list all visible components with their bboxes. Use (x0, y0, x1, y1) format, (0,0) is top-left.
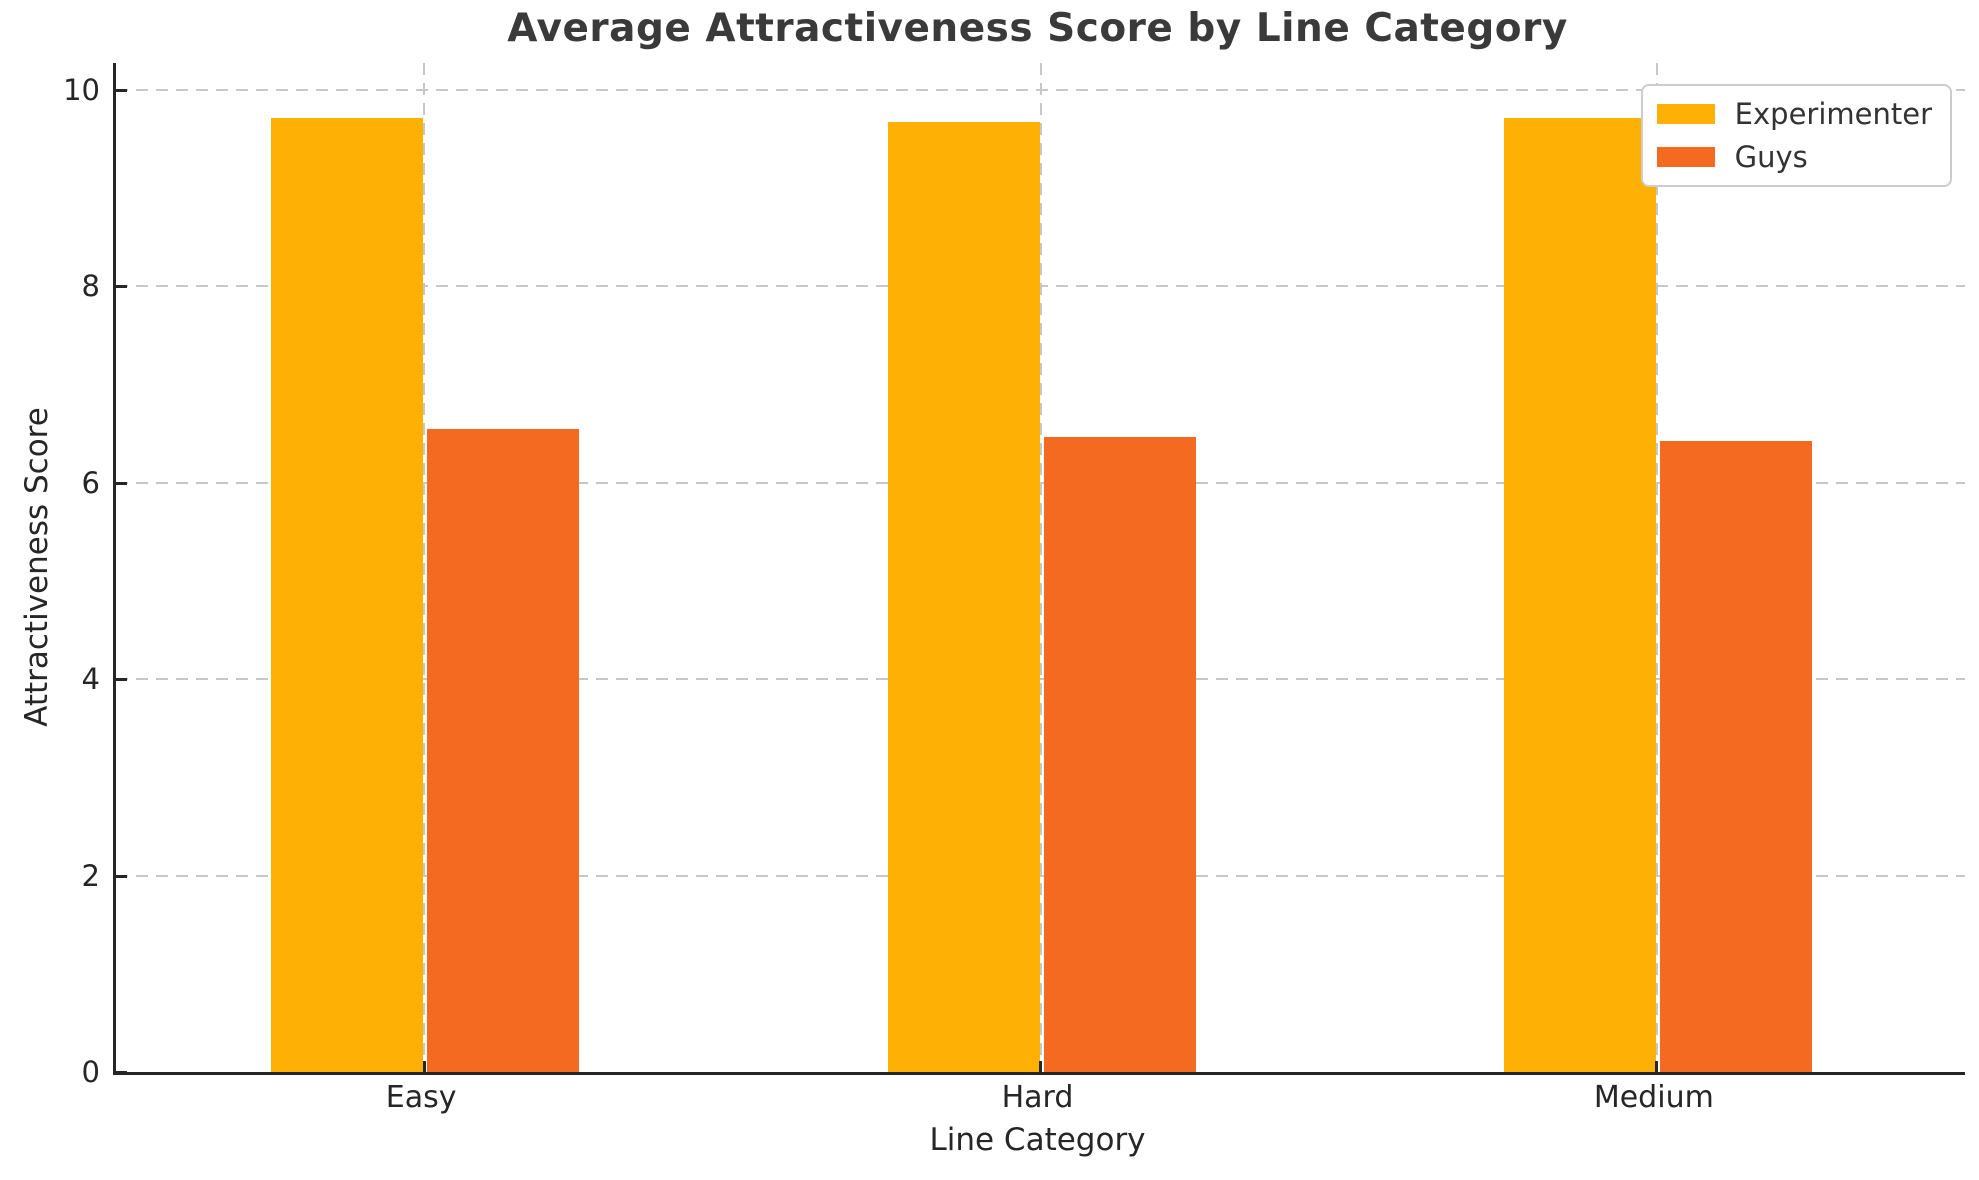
bar-experimenter-medium (1503, 118, 1656, 1072)
legend-item-experimenter: Experimenter (1656, 97, 1932, 131)
y-tick-8 (116, 285, 127, 289)
y-tick-label-2: 2 (81, 858, 100, 893)
x-axis-title: Line Category (929, 1122, 1146, 1158)
x-gridline-easy (423, 63, 426, 1072)
bar-guys-easy (427, 428, 580, 1072)
x-tick-medium (1655, 1061, 1659, 1072)
x-tick-label-medium: Medium (1593, 1080, 1714, 1115)
y-tick-label-10: 10 (63, 73, 100, 107)
bar-guys-medium (1659, 440, 1812, 1072)
y-tick-0 (116, 1071, 127, 1074)
x-gridline-medium (1655, 63, 1658, 1072)
x-tick-label-hard: Hard (1001, 1080, 1074, 1115)
y-tick-6 (116, 481, 127, 485)
y-tick-label-8: 8 (81, 269, 100, 304)
chart-title: Average Attractiveness Score by Line Cat… (507, 6, 1568, 51)
y-tick-2 (116, 874, 127, 878)
y-tick-label-0: 0 (81, 1055, 100, 1089)
y-tick-label-6: 6 (81, 465, 100, 500)
plot-area: Experimenter Guys (113, 63, 1965, 1075)
y-tick-4 (116, 678, 127, 682)
x-tick-easy (422, 1061, 426, 1072)
x-tick-label-easy: Easy (385, 1080, 457, 1115)
legend-swatch-experimenter (1656, 104, 1715, 124)
legend-item-guys: Guys (1656, 140, 1932, 174)
bar-experimenter-hard (887, 122, 1040, 1072)
x-tick-hard (1039, 1061, 1042, 1072)
bar-guys-hard (1043, 436, 1196, 1072)
legend-label-guys: Guys (1734, 140, 1808, 174)
legend-swatch-guys (1656, 147, 1715, 167)
legend: Experimenter Guys (1640, 84, 1952, 187)
bar-experimenter-easy (271, 117, 424, 1072)
y-tick-10 (116, 89, 127, 92)
x-gridline-hard (1039, 63, 1042, 1072)
y-tick-label-4: 4 (81, 662, 100, 697)
legend-label-experimenter: Experimenter (1734, 97, 1932, 131)
